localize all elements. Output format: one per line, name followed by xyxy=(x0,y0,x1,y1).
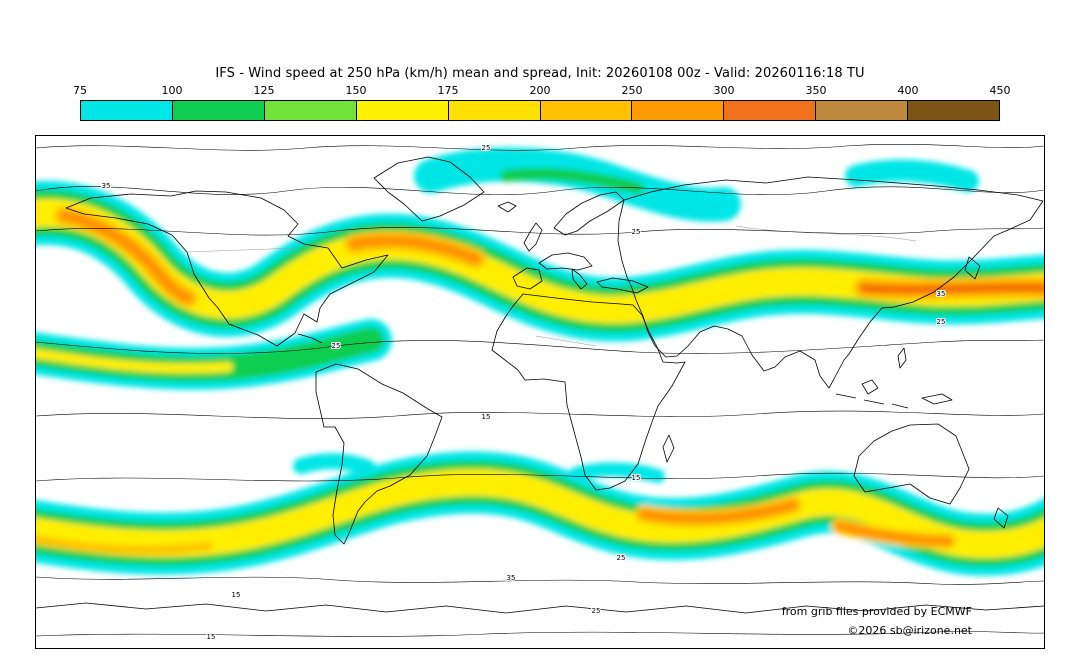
contour-label: 15 xyxy=(632,474,641,482)
map-panel: 25 35 25 35 25 25 15 15 15 35 25 25 15 f… xyxy=(35,135,1045,649)
colorbar-tick: 125 xyxy=(253,84,275,97)
attribution-copyright: ©2026 sb@irizone.net xyxy=(847,624,972,637)
colorbar-tick: 300 xyxy=(713,84,735,97)
world-map: 25 35 25 35 25 25 15 15 15 35 25 25 15 xyxy=(36,143,1044,642)
colorbar-tick: 450 xyxy=(989,84,1011,97)
contour-label: 35 xyxy=(102,182,111,190)
contour-label: 25 xyxy=(937,318,946,326)
colorbar-tick: 200 xyxy=(529,84,551,97)
contour-label: 25 xyxy=(617,554,626,562)
colorbar-tick: 350 xyxy=(805,84,827,97)
colorbar-tick: 400 xyxy=(897,84,919,97)
colorbar-segment xyxy=(540,101,633,120)
page-title: IFS - Wind speed at 250 hPa (km/h) mean … xyxy=(215,66,865,81)
contour-label: 15 xyxy=(232,591,241,599)
contour-label: 25 xyxy=(332,342,341,350)
colorbar-segment xyxy=(448,101,541,120)
contour-label: 15 xyxy=(207,633,216,641)
colorbar-ticks: 75 100 125 150 175 200 250 300 350 400 450 xyxy=(73,84,1011,98)
colorbar-segment xyxy=(908,101,1000,120)
country-borders xyxy=(186,225,917,347)
colorbar-tick: 150 xyxy=(345,84,367,97)
wind-speed-bands xyxy=(36,147,1044,576)
colorbar-segment xyxy=(81,101,173,120)
colorbar-tick: 100 xyxy=(161,84,183,97)
spread-contours xyxy=(36,143,1044,637)
contour-label: 25 xyxy=(592,607,601,615)
attribution-source: from grib files provided by ECMWF xyxy=(781,605,972,618)
colorbar-segment xyxy=(724,101,817,120)
colorbar-segment xyxy=(356,101,449,120)
contour-label: 35 xyxy=(937,290,946,298)
colorbar-segment xyxy=(632,101,725,120)
contour-label: 25 xyxy=(482,144,491,152)
colorbar-tick: 175 xyxy=(437,84,459,97)
contour-label: 15 xyxy=(482,413,491,421)
coastlines xyxy=(36,156,1044,614)
colorbar-segment xyxy=(172,101,265,120)
contour-label: 35 xyxy=(507,574,516,582)
colorbar-segment xyxy=(816,101,909,120)
contour-label: 25 xyxy=(632,228,641,236)
colorbar-tick: 75 xyxy=(73,84,87,97)
colorbar-tick: 250 xyxy=(621,84,643,97)
contour-labels: 25 35 25 35 25 25 15 15 15 35 25 25 15 xyxy=(101,143,947,642)
colorbar xyxy=(80,100,1000,121)
colorbar-segment xyxy=(264,101,357,120)
